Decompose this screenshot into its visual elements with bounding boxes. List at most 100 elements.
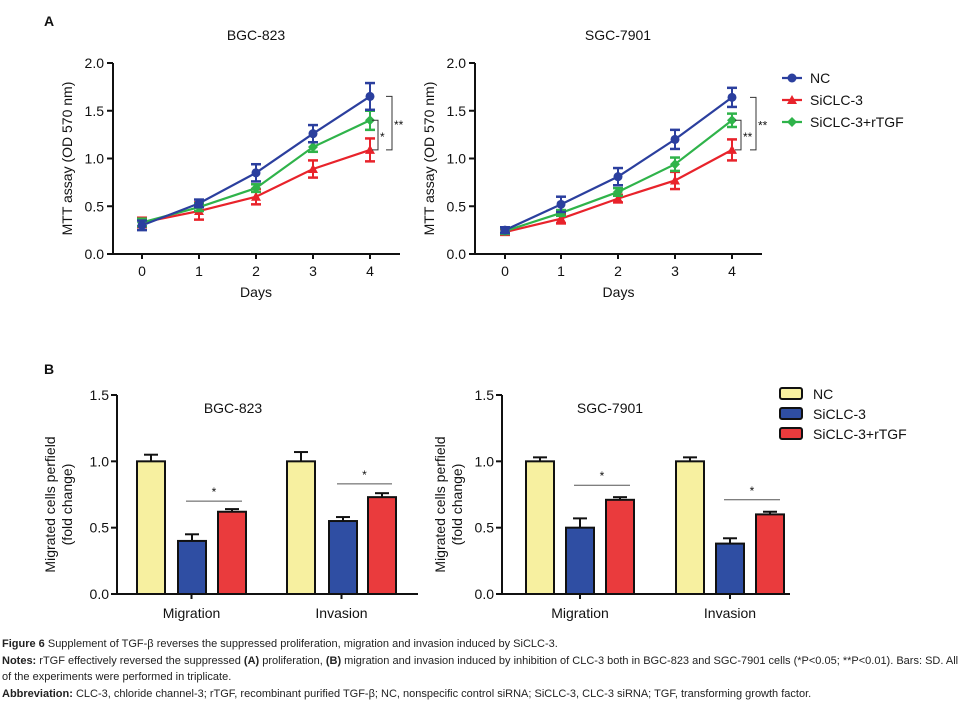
data-point: [613, 193, 623, 203]
y-tick-label: 2.0: [447, 55, 467, 71]
chart-a-sgc-7901: SGC-7901 0.0 0.5 1.0 1.5 2.0 0 1 2 3 4 Days MTT assa…: [421, 27, 904, 300]
y-tick-label: 0.5: [85, 198, 105, 214]
legend-label: SiCLC-3+rTGF: [810, 114, 904, 130]
legend-label: SiCLC-3+rTGF: [813, 426, 907, 442]
data-point: [251, 183, 261, 194]
data-point: [727, 115, 737, 126]
legend-label: SiCLC-3: [810, 92, 863, 108]
data-point: [308, 164, 318, 174]
bar-nc: [675, 460, 705, 596]
y-axis-label: Migrated cells perfield: [432, 436, 448, 572]
y-axis-label: MTT assay (OD 570 nm): [59, 82, 75, 236]
y-tick-label: 1.0: [85, 151, 105, 167]
legend-swatch: [779, 427, 803, 440]
y-tick-label: 1.5: [85, 103, 105, 119]
bar-siclc-3-rtgf: [755, 513, 785, 596]
x-axis-label: Days: [603, 284, 635, 300]
figure-label: Figure 6: [2, 638, 45, 650]
y-tick-label: 0.0: [475, 586, 495, 602]
significance-bracket: [735, 119, 742, 151]
y-axis-label: (fold change): [59, 464, 75, 546]
x-axis-label: Days: [240, 284, 272, 300]
y-tick-label: 0.0: [90, 586, 110, 602]
bar-siclc-3: [177, 539, 207, 596]
caption-notes: Notes: rTGF effectively reversed the sup…: [2, 653, 962, 686]
x-tick-label: Migration: [163, 605, 221, 621]
data-point: [251, 191, 261, 201]
y-tick-label: 2.0: [85, 55, 105, 71]
data-point: [670, 175, 680, 185]
x-tick-label: 0: [138, 263, 146, 279]
x-tick-label: 4: [728, 263, 736, 279]
chart-title: BGC-823: [227, 27, 286, 43]
abbreviation-label: Abbreviation:: [2, 687, 73, 700]
bar-siclc-3: [328, 520, 358, 595]
bar-siclc-3-rtgf: [367, 496, 397, 595]
y-tick-label: 1.5: [90, 387, 110, 403]
notes-ref-b: (B): [325, 654, 342, 667]
legend-label: SiCLC-3: [813, 406, 866, 422]
data-point: [365, 115, 375, 126]
y-axis-label: (fold change): [449, 464, 465, 546]
data-point: [613, 172, 623, 182]
legend-marker: [787, 95, 797, 104]
x-tick-label: 2: [614, 263, 622, 279]
figure-title-text: Supplement of TGF-β reverses the suppres…: [44, 638, 558, 650]
bar-nc: [136, 460, 166, 596]
y-axis-label: MTT assay (OD 570 nm): [421, 82, 437, 236]
x-tick-label: Invasion: [704, 605, 756, 621]
bar-nc: [525, 460, 555, 596]
legend-swatch: [779, 387, 803, 400]
data-point: [727, 144, 737, 154]
legend-label: NC: [810, 70, 830, 86]
x-tick-label: Migration: [551, 605, 609, 621]
x-tick-label: 1: [195, 263, 203, 279]
chart-b-sgc-7901: SGC-7901 0.0 0.5 1.0 1.5 Migrated cells perfi…: [432, 386, 907, 621]
bar-siclc-3: [565, 526, 595, 596]
data-point: [365, 144, 375, 154]
significance-bracket: [386, 95, 393, 151]
notes-text: migration and invasion induced by inhibi…: [2, 654, 959, 684]
x-tick-label: 0: [501, 263, 509, 279]
data-point: [556, 199, 566, 209]
significance-label: *: [212, 485, 217, 499]
data-point: [670, 159, 680, 170]
bar-nc: [286, 460, 316, 596]
legend-swatch: [779, 407, 803, 420]
significance-label: *: [600, 469, 605, 483]
legend-marker: [787, 73, 797, 83]
significance-label: **: [758, 119, 768, 133]
panel-letter-b: B: [44, 361, 54, 377]
figure-canvas: A B BGC-823 0.0 0.5 1.0 1.5 2.0 0 1 2 3 4 Days MTT a…: [42, 13, 907, 621]
bar-siclc-3-rtgf: [605, 498, 635, 596]
significance-label: **: [394, 118, 404, 132]
y-tick-label: 1.0: [90, 453, 110, 469]
x-tick-label: 4: [366, 263, 374, 279]
data-point: [308, 142, 318, 153]
data-point: [556, 213, 566, 223]
y-tick-label: 0.5: [475, 520, 495, 536]
series-line-nc: [504, 96, 733, 232]
chart-title: SGC-7901: [577, 400, 643, 416]
y-tick-label: 0.0: [447, 246, 467, 262]
significance-label: *: [362, 468, 367, 482]
data-point: [500, 225, 510, 235]
x-tick-label: 1: [557, 263, 565, 279]
data-point: [194, 198, 204, 208]
notes-label: Notes:: [2, 654, 37, 667]
significance-bracket: [750, 96, 757, 151]
panel-letter-a: A: [44, 13, 54, 29]
significance-label: *: [750, 484, 755, 498]
y-tick-label: 0.5: [447, 198, 467, 214]
y-tick-label: 1.0: [447, 151, 467, 167]
x-tick-label: 3: [309, 263, 317, 279]
legend-label: NC: [813, 386, 833, 402]
x-tick-label: Invasion: [315, 605, 367, 621]
significance-label: **: [743, 130, 753, 144]
y-tick-label: 0.0: [85, 246, 105, 262]
notes-text: rTGF effectively reversed the suppressed: [36, 654, 244, 667]
data-point: [727, 92, 737, 102]
y-tick-label: 1.5: [475, 387, 495, 403]
caption-title-line: Figure 6 Supplement of TGF-β reverses th…: [2, 636, 962, 653]
notes-text: proliferation,: [259, 654, 326, 667]
